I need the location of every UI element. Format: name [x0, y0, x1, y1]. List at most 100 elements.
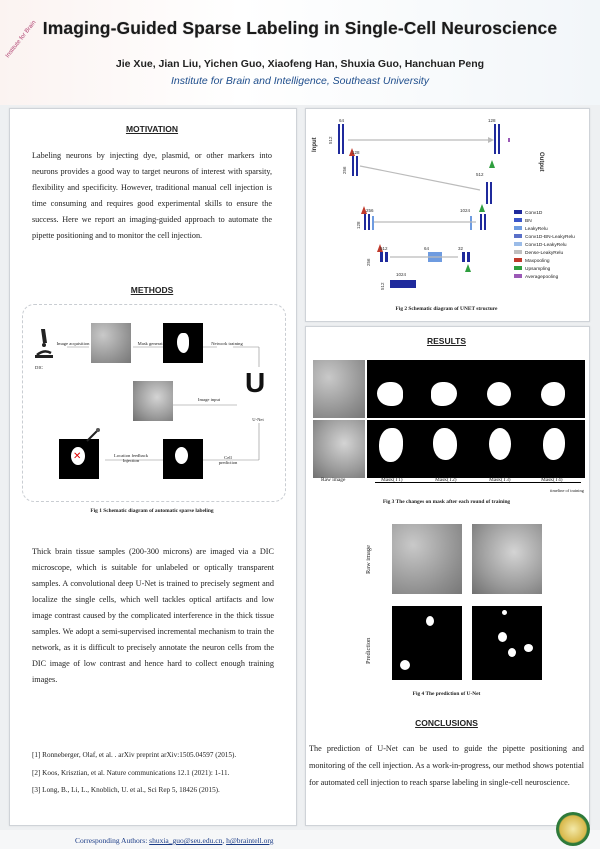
conclusions-heading: CONCLUSIONS: [415, 718, 478, 728]
unet-diagram: 64 512 128 256 256 128 512 256 64 512 10…: [308, 112, 586, 302]
fig3-label-t3: Mask(T3): [489, 477, 511, 483]
unet-num-1: 512: [328, 136, 333, 144]
unet-legend-label: Averagepooling: [525, 274, 559, 280]
prediction-image: [163, 439, 203, 479]
injection-image: ✕: [59, 439, 99, 479]
fig4-raw-1: [392, 524, 462, 594]
unet-num-12: 1024: [460, 208, 471, 213]
unet-num-0: 64: [339, 118, 345, 123]
results-heading: RESULTS: [426, 336, 467, 346]
fig3-label-t2: Mask(T2): [435, 477, 457, 483]
network-training-label: Network training: [211, 341, 243, 346]
unet-output-label: Output: [538, 152, 544, 172]
unet-legend-swatch: [514, 226, 522, 230]
location-feedback-label: Location feedback Injection: [113, 453, 149, 463]
fig4-pred-2: [472, 606, 542, 680]
corner-stamp: Institute for Brain: [4, 6, 64, 66]
unet-legend-label: Conv1D: [525, 210, 543, 216]
dic-image-1: [91, 323, 131, 363]
corr-prefix: Corresponding Authors:: [75, 836, 150, 845]
unet-legend-swatch: [514, 266, 522, 270]
affiliation: Institute for Brain and Intelligence, So…: [171, 75, 429, 87]
fig4-raw-2: [472, 524, 542, 594]
unet-label: U-Net: [252, 417, 264, 422]
dic-image-2: [133, 381, 173, 421]
methods-heading: METHODS: [130, 285, 174, 295]
unet-legend-label: Upsampling: [525, 266, 551, 272]
reference-3: [3] Long, B., Li, L., Knoblich, U. et al…: [32, 786, 220, 794]
poster-title: Imaging-Guided Sparse Labeling in Single…: [42, 18, 558, 38]
fig4-caption: Fig 4 The prediction of U-Net: [412, 691, 481, 697]
fig3-caption: Fig 3 The changes on mask after each rou…: [382, 499, 511, 505]
unet-num-6: 512: [380, 246, 388, 251]
motivation-text: Labeling neurons by injecting dye, plasm…: [32, 151, 272, 240]
fig4-pred-1: [392, 606, 462, 680]
fig3-grid: [313, 360, 585, 483]
fig3-label-t4: Mask(T4): [541, 477, 563, 483]
unet-legend-swatch: [514, 210, 522, 214]
timeline-label: timeline of training: [550, 488, 584, 493]
unet-legend-swatch: [514, 250, 522, 254]
left-panel: [9, 108, 297, 826]
timeline-arrow: [375, 482, 581, 483]
unet-legend-swatch: [514, 274, 522, 278]
methods-text: Thick brain tissue samples (200-300 micr…: [32, 547, 274, 684]
unet-num-14: 128: [488, 118, 496, 123]
motivation-heading: MOTIVATION: [125, 124, 179, 134]
unet-legend-swatch: [514, 258, 522, 262]
fig2-panel: [305, 108, 590, 322]
unet-legend-swatch: [514, 218, 522, 222]
unet-legend-label: Dense-LeakyRelu: [525, 250, 563, 256]
mask-generation-label: Mask generation: [137, 341, 169, 346]
unet-legend-label: LeakyRelu: [525, 226, 548, 232]
unet-legend-swatch: [514, 234, 522, 238]
unet-num-9: 512: [380, 282, 385, 290]
mask-image-1: [163, 323, 203, 363]
fig3-mask-row-1: [367, 360, 585, 418]
fig4-row-label-prediction: Prediction: [365, 637, 372, 664]
email-link-2[interactable]: h@braintell.org: [226, 836, 274, 845]
unet-input-label: Input: [312, 137, 318, 152]
unet-svg: 64 512 128 256 256 128 512 256 64 512 10…: [312, 118, 575, 290]
fig3-mask-row-2: [367, 420, 585, 478]
fig1-diagram: DIC Image acquisition Mask generation Ne…: [22, 304, 286, 502]
fig3-label-raw: Raw image: [321, 477, 346, 483]
unet-num-3: 256: [342, 166, 347, 174]
fig2-caption: Fig 2 Schematic diagram of UNET structur…: [395, 306, 498, 312]
unet-num-2: 128: [352, 150, 360, 155]
university-seal-logo: [556, 812, 590, 846]
unet-num-8: 64: [424, 246, 430, 251]
fig3-raw-1: [313, 360, 365, 418]
fig1-caption: Fig 1 Schematic diagram of automatic spa…: [90, 508, 214, 514]
image-acquisition-label: Image acquisition: [56, 341, 90, 346]
unet-num-10: 1024: [396, 272, 407, 277]
corr-sep: ,: [222, 836, 227, 845]
image-input-label: Image input: [197, 397, 221, 402]
pipette-icon: [85, 427, 101, 448]
cell-prediction-label: Cell prediction: [218, 455, 238, 465]
corresponding-authors: Corresponding Authors: shuxia_guo@seu.ed…: [75, 836, 273, 845]
fig4-row-label-raw: Raw image: [365, 545, 372, 574]
target-mark-icon: ✕: [73, 451, 82, 462]
email-link-1[interactable]: shuxia_guo@seu.edu.cn: [149, 836, 223, 845]
reference-2: [2] Koos, Krisztian, et al. Nature commu…: [32, 769, 230, 777]
conclusions-text: The prediction of U-Net can be used to g…: [309, 744, 584, 787]
unet-symbol: U: [245, 367, 266, 398]
footer-band: [0, 830, 600, 849]
unet-legend-swatch: [514, 242, 522, 246]
unet-legend-label: Conv1D-BN-LeakyRelu: [525, 234, 575, 240]
microscope-icon: [33, 327, 55, 364]
header-band: [0, 0, 600, 105]
unet-num-7: 256: [366, 258, 371, 266]
fig3-raw-2: [313, 420, 365, 478]
unet-legend-label: Maxpooling: [525, 258, 550, 264]
unet-num-4: 256: [366, 208, 374, 213]
authors: Jie Xue, Jian Liu, Yichen Guo, Xiaofeng …: [115, 58, 485, 70]
fig3-label-t1: Mask(T1): [381, 477, 403, 483]
unet-num-5: 128: [356, 221, 361, 229]
dic-label: DIC: [35, 365, 43, 370]
unet-num-11: 32: [458, 246, 464, 251]
reference-1: [1] Ronneberger, Olaf, et al. . arXiv pr…: [32, 751, 237, 759]
unet-num-13: 512: [476, 172, 484, 177]
unet-legend-label: BN: [525, 218, 532, 224]
